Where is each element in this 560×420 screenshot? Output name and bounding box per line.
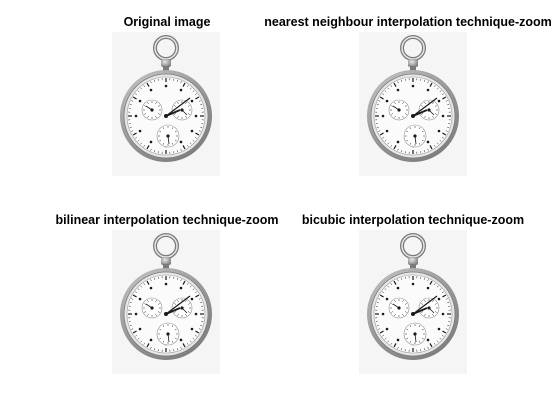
panel-title-bicubic: bicubic interpolation technique-zoom (301, 213, 525, 227)
pocket-watch-image (367, 233, 459, 360)
panel-original (112, 32, 220, 176)
panel-title-nearest: nearest neighbour interpolation techniqu… (264, 15, 552, 29)
pocket-watch-image (120, 233, 212, 360)
panel-nearest (359, 32, 467, 176)
panel-bilinear (112, 230, 220, 374)
panel-title-original: Original image (123, 15, 211, 29)
pocket-watch-image (367, 35, 459, 162)
pocket-watch-image (120, 35, 212, 162)
panel-title-bilinear: bilinear interpolation technique-zoom (55, 213, 279, 227)
panel-bicubic (359, 230, 467, 374)
